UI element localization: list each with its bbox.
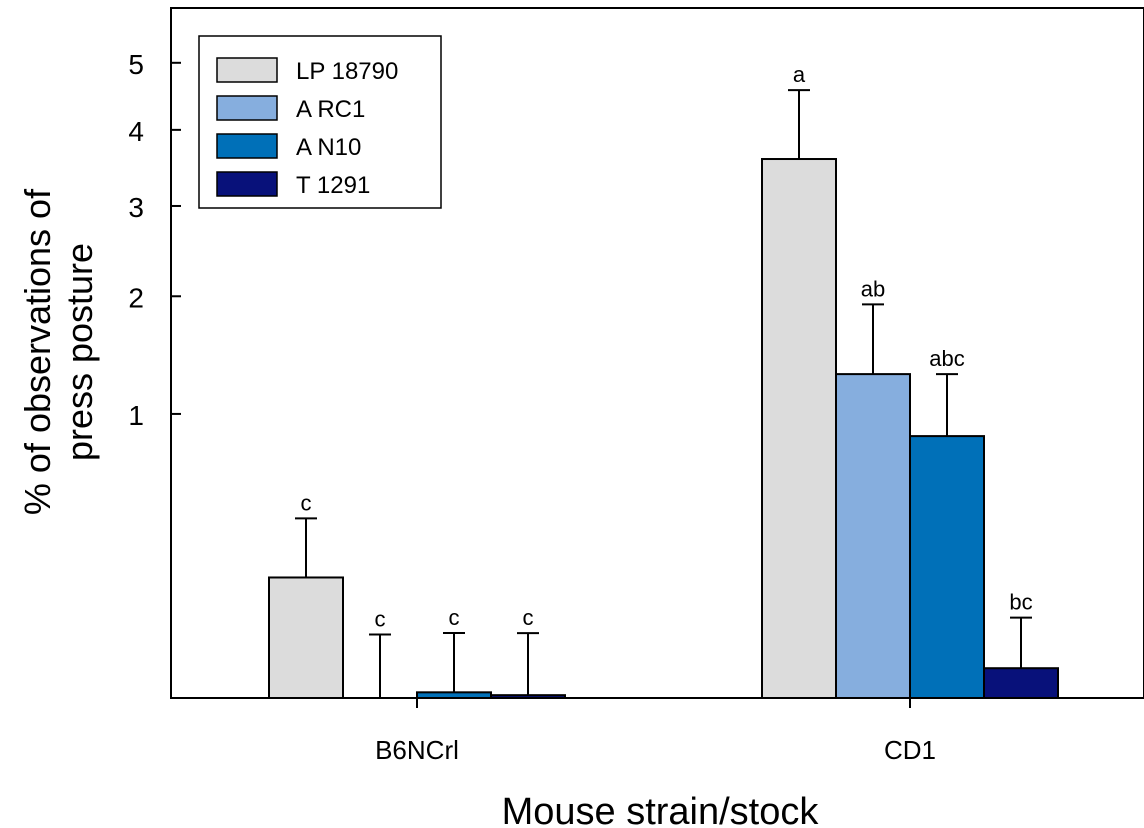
significance-letters-layer: c c c c a ab abc bc (301, 62, 1033, 631)
legend-label-0: LP 18790 (296, 58, 398, 85)
bar-b6ncrl-lp-18790 (268, 576, 344, 699)
y-axis: 1 2 3 4 5 (128, 49, 181, 431)
x-tick-label-cd1: CD1 (884, 735, 936, 765)
legend-label-3: T 1291 (296, 172, 370, 199)
significance-letter-cd1-1: ab (861, 276, 885, 301)
x-axis: B6NCrl CD1 (375, 698, 936, 765)
legend-label-2: A N10 (296, 134, 361, 161)
bar-cd1-a-n10 (909, 435, 985, 699)
x-axis-title: Mouse strain/stock (502, 791, 820, 828)
y-axis-title-line-2: press posture (59, 243, 100, 461)
significance-letter-cd1-2: abc (929, 346, 964, 371)
bar-cd1-t-1291 (983, 667, 1059, 700)
bars-layer (268, 158, 1059, 700)
y-axis-title-line-1: % of observations of (17, 188, 58, 515)
legend-swatch-0 (216, 57, 278, 83)
legend-swatch-1 (216, 95, 278, 121)
y-tick-label-5: 5 (128, 49, 144, 80)
x-tick-label-b6ncrl: B6NCrl (375, 735, 459, 765)
legend-swatch-2 (216, 133, 278, 159)
bar-b6ncrl-t-1291 (490, 694, 566, 699)
significance-letter-b6ncrl-2: c (449, 605, 460, 630)
legend-label-1: A RC1 (296, 96, 365, 123)
significance-letter-cd1-0: a (793, 62, 806, 87)
legend-swatch-3 (216, 171, 278, 197)
significance-letter-b6ncrl-0: c (301, 490, 312, 515)
bar-b6ncrl-a-n10 (416, 691, 492, 699)
y-tick-label-4: 4 (128, 116, 144, 147)
y-tick-label-2: 2 (128, 282, 144, 313)
significance-letter-cd1-3: bc (1009, 590, 1032, 615)
y-tick-label-1: 1 (128, 400, 144, 431)
y-tick-label-3: 3 (128, 192, 144, 223)
bar-cd1-lp-18790 (761, 158, 837, 700)
significance-letter-b6ncrl-1: c (375, 606, 386, 631)
bar-cd1-a-rc1 (835, 373, 911, 699)
significance-letter-b6ncrl-3: c (523, 605, 534, 630)
plot-frame (170, 7, 1144, 699)
error-bars-layer (295, 89, 1032, 698)
y-axis-title: % of observations of press posture (17, 188, 100, 515)
legend: LP 18790 A RC1 A N10 T 1291 (198, 35, 442, 209)
